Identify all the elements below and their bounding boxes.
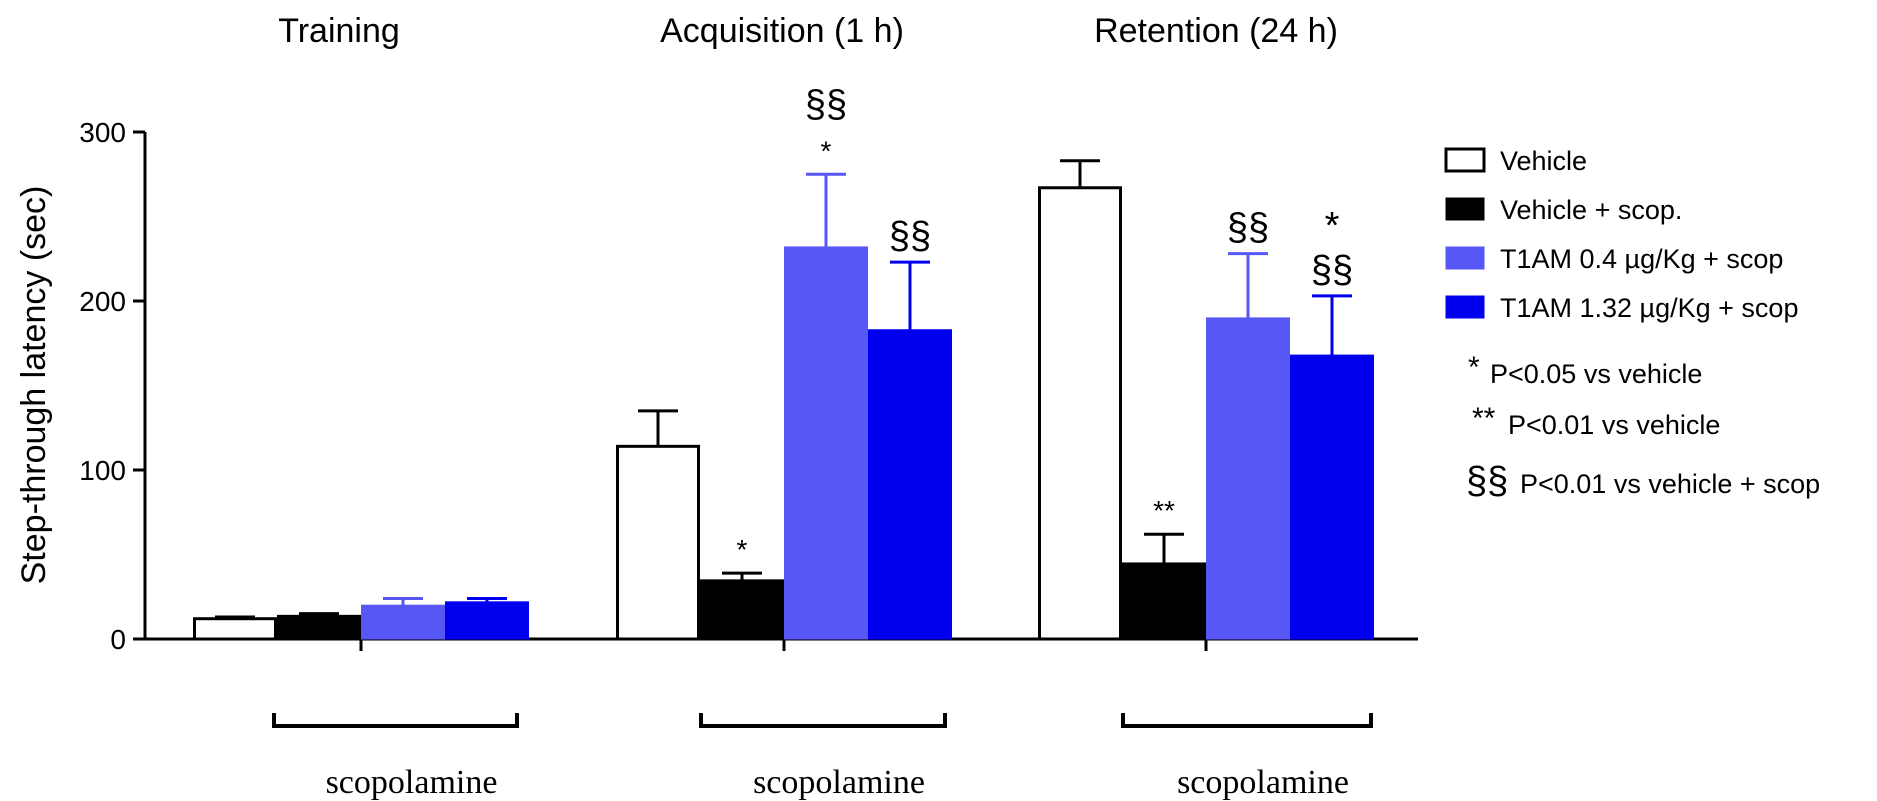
scopolamine-bracket [272,713,519,728]
bars [193,159,1374,641]
significance-mark: §§ [1311,249,1353,291]
significance-note-symbol: ** [1472,402,1496,435]
significance-mark: §§ [889,215,931,257]
significance-note-symbol: §§ [1466,460,1508,502]
legend-swatch [1444,147,1486,173]
legend-label: Vehicle + scop. [1500,195,1682,225]
bar [1038,186,1122,641]
scopolamine-bracket [699,713,947,728]
scopolamine-brackets: scopolamine scopolamine scopolamine [272,713,1373,801]
y-tick-label: 100 [79,455,126,486]
significance-note-text: P<0.01 vs vehicle + scop [1520,469,1820,499]
scopolamine-bracket [1121,713,1373,728]
y-tick-label: 200 [79,286,126,317]
y-ticks: 0 100 200 300 [79,117,145,655]
significance-mark: * [821,135,832,166]
bar [1122,562,1206,640]
scopolamine-label: scopolamine [326,764,498,801]
y-tick-label: 0 [110,624,126,655]
legend-swatch [1445,197,1485,221]
legend-label: T1AM 0.4 µg/Kg + scop [1500,244,1783,274]
significance-mark: ** [1153,495,1175,526]
legend: Vehicle Vehicle + scop. T1AM 0.4 µg/Kg + s… [1444,146,1798,323]
significance-notes: * P<0.05 vs vehicle ** P<0.01 vs vehicle§§ P… [1466,351,1820,502]
significance-note-text: P<0.01 vs vehicle [1508,410,1720,440]
significance-note-text: P<0.05 vs vehicle [1490,359,1702,389]
bar [1206,317,1290,640]
legend-swatch [1445,295,1485,319]
group-title: Retention (24 h) [1094,12,1338,50]
scopolamine-label: scopolamine [1177,764,1349,801]
scopolamine-label: scopolamine [753,764,925,801]
bar [616,444,700,641]
bar [277,614,361,640]
significance-note-symbol: * [1468,351,1480,384]
group-titles: Training Acquisition (1 h) Retention (24 h… [278,12,1338,50]
bar [868,329,952,640]
significance-mark: §§ [805,83,847,125]
y-axis-label: Step-through latency (sec) [15,186,53,585]
significance-annotations: **§§**§§§§§§* [737,83,1354,565]
bar [784,246,868,640]
legend-swatch [1445,246,1485,270]
bar [1290,354,1374,640]
group-title: Acquisition (1 h) [660,12,904,50]
bar [700,579,784,640]
significance-mark: §§ [1227,207,1269,249]
significance-mark: * [737,534,748,565]
bar [193,617,277,641]
legend-label: T1AM 1.32 µg/Kg + scop [1500,293,1798,323]
legend-label: Vehicle [1500,146,1587,176]
y-tick-label: 300 [79,117,126,148]
bar [445,601,529,640]
significance-mark: * [1325,205,1340,247]
bar [361,604,445,640]
group-title: Training [278,12,400,50]
x-ticks [359,639,1208,651]
